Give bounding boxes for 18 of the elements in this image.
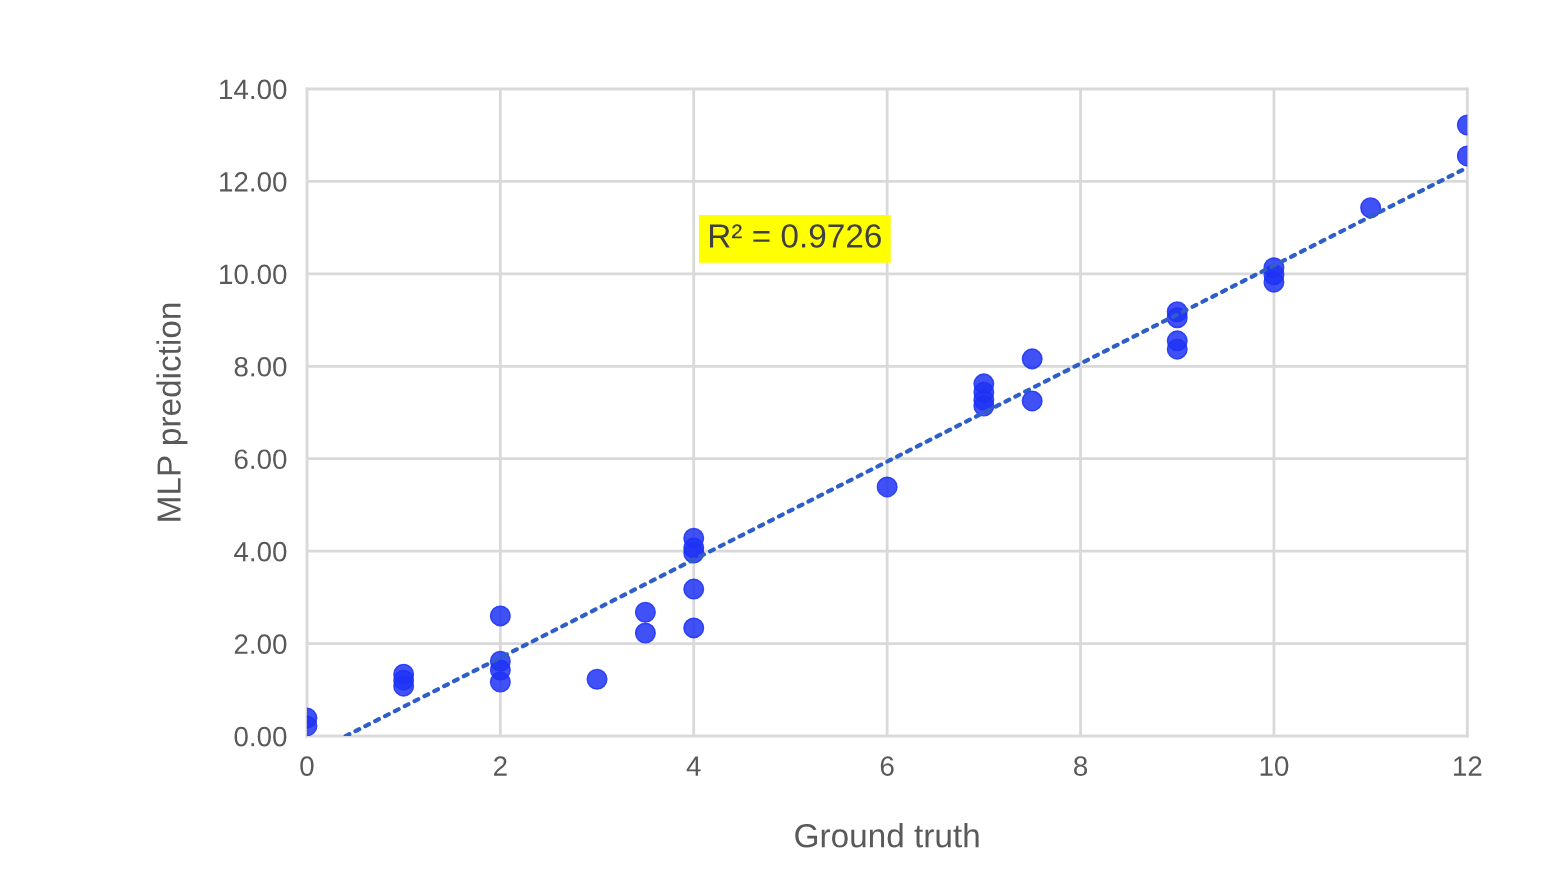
- y-axis-title: MLP prediction: [156, 303, 188, 521]
- x-axis-title: Ground truth: [795, 823, 979, 848]
- x-tick-label: 0: [300, 756, 314, 776]
- y-tick-label: 12.00: [220, 172, 287, 192]
- x-tick-label: 12: [1454, 756, 1482, 776]
- x-tick-label: 2: [494, 756, 507, 776]
- x-tick-label: 10: [1260, 756, 1289, 776]
- y-tick-label: 8.00: [234, 356, 287, 377]
- x-tick-label: 8: [1074, 756, 1088, 776]
- y-tick-label: 6.00: [234, 449, 287, 470]
- x-tick-label: 6: [880, 756, 894, 776]
- x-tick-label: 4: [686, 756, 701, 776]
- annotation: R² = 0.9726: [710, 224, 881, 248]
- y-tick-label: 0.00: [234, 726, 287, 747]
- y-tick-label: 4.00: [234, 541, 287, 562]
- y-tick-label: 14.00: [220, 79, 287, 100]
- y-tick-label: 2.00: [234, 634, 287, 654]
- y-tick-label: 10.00: [220, 264, 287, 285]
